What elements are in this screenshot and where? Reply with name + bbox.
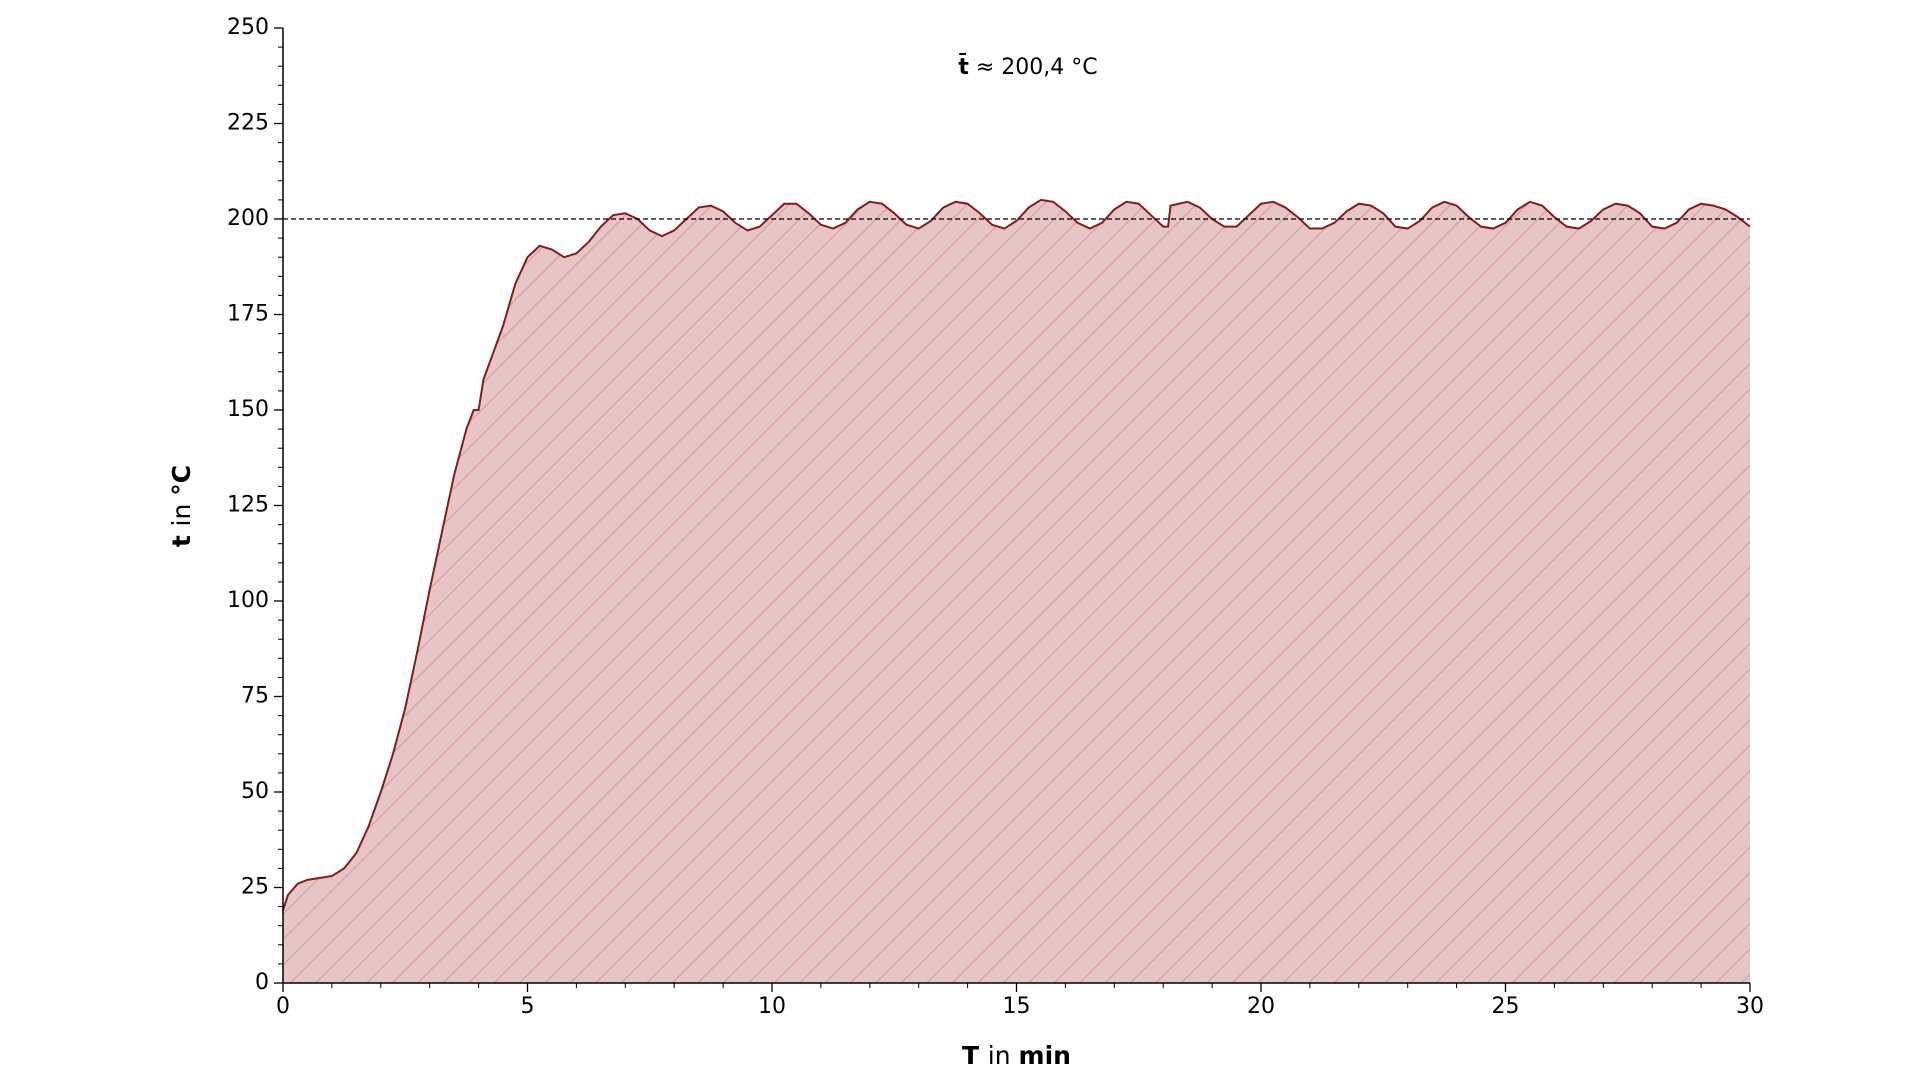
annotation: t̄ ≈ 200,4 °C bbox=[958, 54, 1097, 80]
x-tick-label: 15 bbox=[1003, 994, 1031, 1019]
y-axis-label: t in °C bbox=[167, 465, 196, 547]
area-line bbox=[282, 198, 1751, 911]
y-tick-label: 50 bbox=[241, 779, 269, 804]
y-tick-label: 150 bbox=[227, 397, 269, 422]
x-tick-label: 10 bbox=[758, 994, 786, 1019]
annotation-text: ≈ 200,4 °C bbox=[976, 55, 1098, 80]
x-tick-label: 20 bbox=[1247, 994, 1275, 1019]
annotation-symbol: t̄ bbox=[958, 54, 969, 80]
x-tick-label: 25 bbox=[1492, 994, 1520, 1019]
x-tick-label: 0 bbox=[276, 994, 290, 1019]
x-tick-label: 30 bbox=[1736, 994, 1764, 1019]
y-tick-label: 175 bbox=[227, 302, 269, 327]
y-tick-label: 75 bbox=[241, 684, 269, 709]
area-hatch bbox=[283, 199, 1750, 983]
y-tick-label: 100 bbox=[227, 588, 269, 613]
y-tick-label: 250 bbox=[227, 15, 269, 40]
y-tick-label: 200 bbox=[227, 206, 269, 231]
y-tick-label: 225 bbox=[227, 111, 269, 136]
y-tick-label: 125 bbox=[227, 493, 269, 518]
y-tick-label: 25 bbox=[241, 875, 269, 900]
x-tick-label: 5 bbox=[521, 994, 535, 1019]
x-axis-label: T in min bbox=[962, 1041, 1071, 1070]
y-tick-label: 0 bbox=[255, 970, 269, 995]
